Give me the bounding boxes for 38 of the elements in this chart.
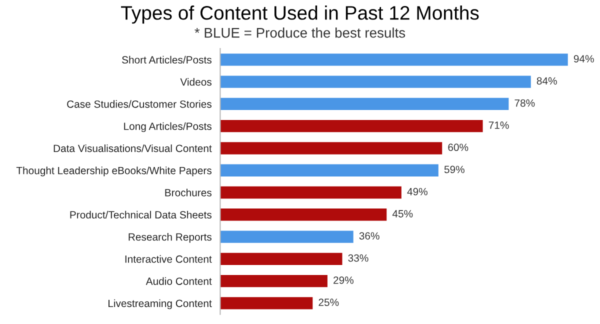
data-label: 25% xyxy=(318,298,339,306)
y-tick-label: Long Articles/Posts xyxy=(124,122,212,132)
bar xyxy=(220,208,387,221)
y-tick-label: Product/Technical Data Sheets xyxy=(70,210,212,219)
y-tick-label: Livestreaming Content xyxy=(108,299,212,310)
y-tick-label: Case Studies/Customer Stories xyxy=(67,100,212,108)
y-tick-label: Interactive Content xyxy=(125,255,212,263)
y-tick-label: Data Visualisations/Visual Content xyxy=(54,144,212,152)
bar xyxy=(220,252,342,266)
data-label: 71% xyxy=(488,122,509,129)
data-label: 36% xyxy=(359,232,380,240)
y-tick-label: Audio Content xyxy=(146,277,212,285)
data-label: 84% xyxy=(536,77,557,85)
data-label: 33% xyxy=(348,254,368,262)
data-label: 94% xyxy=(574,55,594,62)
bar xyxy=(220,164,438,176)
bar xyxy=(220,142,442,154)
bar xyxy=(220,274,328,288)
y-tick-label: Thought Leadership eBooks/White Papers xyxy=(16,166,212,176)
data-label: 45% xyxy=(392,210,413,218)
bar xyxy=(220,186,402,199)
chart-subtitle: * BLUE = Produce the best results xyxy=(194,28,406,38)
bar xyxy=(220,297,313,310)
y-tick-label: Brochures xyxy=(165,188,212,196)
data-label: 60% xyxy=(448,144,468,152)
data-label: 59% xyxy=(444,166,464,174)
data-label: 78% xyxy=(514,99,535,107)
bar xyxy=(220,120,483,132)
chart-title: Types of Content Used in Past 12 Months xyxy=(121,6,479,24)
bar xyxy=(220,54,568,66)
bar xyxy=(220,230,354,243)
y-tick-label: Research Reports xyxy=(128,233,212,243)
bar xyxy=(220,98,509,110)
data-label: 29% xyxy=(334,276,354,284)
bar xyxy=(220,76,531,88)
data-label: 49% xyxy=(407,188,428,196)
y-tick-label: Short Articles/Posts xyxy=(122,56,212,64)
y-tick-label: Videos xyxy=(180,78,212,86)
